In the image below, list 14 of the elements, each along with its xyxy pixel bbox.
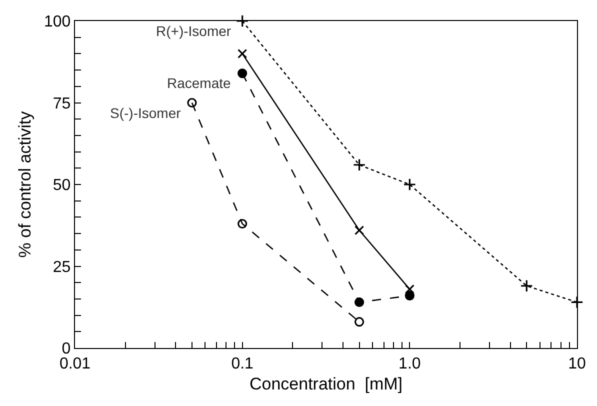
x-tick-label: 10 — [568, 355, 586, 372]
series-label: Racemate — [167, 75, 232, 91]
y-tick-label: 50 — [52, 177, 71, 194]
y-tick-label: 100 — [44, 14, 71, 31]
x-tick-label: 1.0 — [398, 355, 421, 372]
y-tick-label: 75 — [52, 95, 71, 112]
y-tick-label: 25 — [52, 258, 71, 276]
series-label: R(+)-Isomer — [156, 23, 232, 39]
y-tick-label: 0 — [62, 340, 71, 358]
y-axis-title: % of control activity — [16, 110, 35, 258]
series-label: S(-)-Isomer — [110, 105, 182, 121]
x-tick-label: 0.01 — [59, 355, 91, 372]
x-axis-title: Concentration [mM] — [249, 374, 403, 394]
x-tick-label: 0.1 — [231, 355, 254, 372]
